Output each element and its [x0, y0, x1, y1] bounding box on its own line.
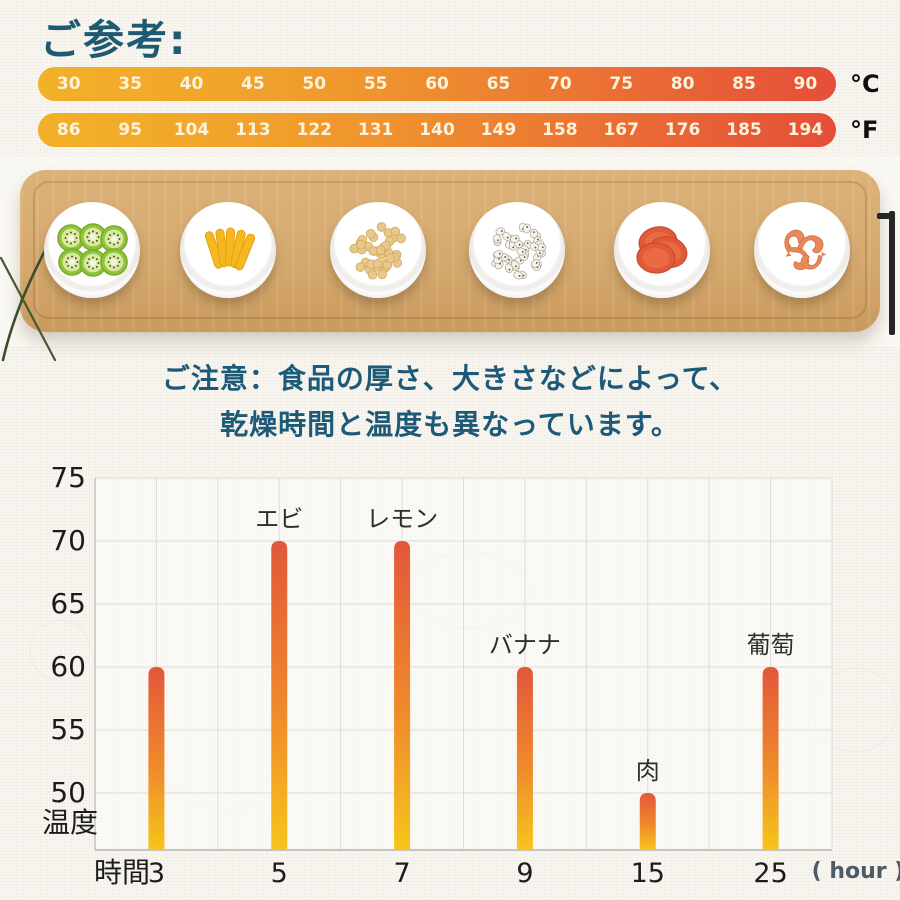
shrimp-graphic — [777, 227, 828, 274]
scale-value: 55 — [363, 74, 388, 94]
scale-value: 122 — [296, 120, 333, 140]
bar-5h — [271, 541, 288, 850]
bar-3h — [148, 667, 165, 850]
scale-value: 131 — [357, 120, 394, 140]
x-unit-label: ( hour ) — [812, 859, 900, 884]
wooden-tray — [20, 170, 880, 332]
y-tick-label: 75 — [50, 461, 86, 494]
scale-value: 85 — [732, 74, 756, 94]
scale-value: 185 — [726, 120, 762, 140]
x-axis-title: 時間 — [94, 856, 150, 889]
bar-label: 葡萄 — [747, 631, 795, 659]
celsius-gradient-bar: 30 35 40 45 50 55 60 65 70 75 80 85 90 — [38, 67, 836, 101]
y-tick-label: 50 — [50, 776, 86, 809]
scale-value: 50 — [302, 74, 327, 94]
utensil-silhouette — [877, 211, 895, 335]
x-tick-label: 15 — [631, 858, 665, 889]
scale-value: 65 — [486, 74, 511, 94]
x-tick-label: 5 — [271, 858, 288, 889]
dried-meat-plate — [614, 202, 710, 298]
x-tick-label: 9 — [516, 858, 533, 889]
soybeans-graphic — [349, 222, 406, 280]
scale-value: 95 — [118, 120, 142, 140]
notice-line-1: ご注意：食品の厚さ、大きさなどによって、 — [161, 362, 739, 395]
scale-value: 158 — [542, 120, 578, 140]
scale-value: 40 — [179, 74, 204, 94]
fahrenheit-unit-label: °F — [850, 116, 879, 144]
scale-value: 104 — [173, 120, 210, 140]
bar-15h — [639, 793, 656, 850]
x-tick-label: 7 — [393, 858, 410, 889]
kiwi-slices-graphic — [57, 223, 128, 277]
scale-value: 60 — [425, 74, 449, 94]
y-tick-label: 65 — [50, 587, 86, 620]
bar-label: バナナ — [489, 631, 561, 659]
scale-value: 90 — [793, 74, 818, 94]
scale-value: 30 — [56, 74, 81, 94]
scale-value: 140 — [419, 120, 455, 140]
bar-25h — [762, 667, 779, 850]
notice-line-2: 乾燥時間と温度も異なっています。 — [220, 408, 680, 441]
y-tick-label: 55 — [50, 713, 86, 746]
coix-seeds-graphic — [491, 222, 547, 280]
scale-value: 80 — [670, 74, 695, 94]
celsius-scale: 30 35 40 45 50 55 60 65 70 75 80 85 90 °C — [38, 67, 880, 101]
meat-slices-graphic — [635, 223, 691, 275]
soybean-plate — [330, 202, 426, 298]
bar-label: 肉 — [636, 757, 660, 785]
scale-value: 113 — [235, 120, 271, 140]
chart-bars — [148, 541, 779, 850]
scale-value: 176 — [664, 120, 701, 140]
scale-value: 45 — [241, 74, 265, 94]
bar-label: レモン — [366, 505, 438, 533]
x-tick-label: 25 — [753, 858, 787, 889]
y-tick-label: 60 — [50, 650, 86, 683]
scale-value: 194 — [787, 120, 824, 140]
scale-value: 35 — [118, 74, 142, 94]
mango-strips-graphic — [203, 227, 257, 272]
mango-plate — [180, 202, 276, 298]
notice-text: ご注意：食品の厚さ、大きさなどによって、 乾燥時間と温度も異なっています。 — [0, 356, 900, 448]
scale-value: 167 — [603, 120, 639, 140]
scale-value: 86 — [56, 120, 81, 140]
x-tick-label: 3 — [148, 858, 165, 889]
bar-9h — [516, 667, 533, 850]
scale-value: 70 — [547, 74, 572, 94]
scale-value: 75 — [609, 74, 634, 94]
scale-value: 149 — [480, 120, 517, 140]
y-axis-title: 温度 — [42, 806, 98, 839]
dried-shrimp-plate — [754, 202, 850, 298]
fahrenheit-scale: 86 95 104 113 122 131 140 149 158 167 176 185 194 °F — [38, 113, 878, 147]
fahrenheit-gradient-bar: 86 95 104 113 122 131 140 149 158 167 176 185 194 — [38, 113, 836, 147]
kiwi-plate — [44, 202, 140, 298]
y-tick-label: 70 — [50, 524, 86, 557]
coix-seed-plate — [469, 202, 565, 298]
drying-chart: 3 エビ 5 レモン 7 バナナ 9 肉 15 葡萄 25 75 70 65 60 55 50 温度時間 ( hou… — [0, 440, 900, 900]
bar-7h — [394, 541, 411, 850]
bar-label: エビ — [255, 505, 303, 533]
page-title: ご参考: — [40, 16, 188, 64]
celsius-unit-label: °C — [850, 70, 880, 98]
